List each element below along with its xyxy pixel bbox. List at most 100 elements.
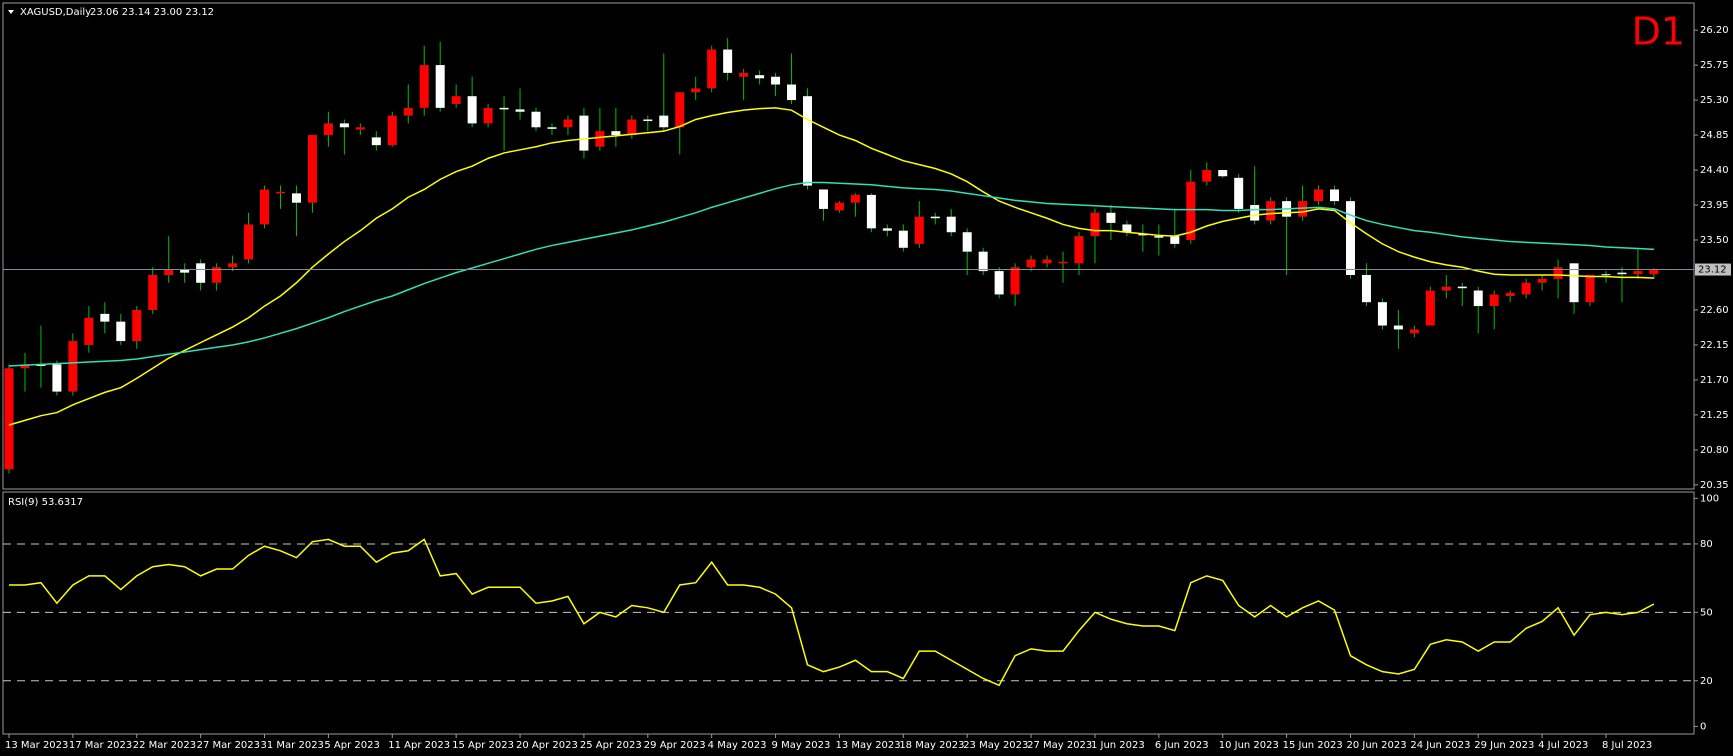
y-tick-label: 100: [1700, 493, 1719, 504]
y-tick-label: 23.50: [1700, 235, 1729, 246]
candle-body: [1585, 274, 1595, 303]
x-tick-label: 13 Mar 2023: [5, 740, 68, 751]
candle-body: [1186, 181, 1196, 241]
x-tick-label: 20 Jun 2023: [1346, 740, 1406, 751]
quote: 23.06 23.14 23.00 23.12: [90, 7, 214, 18]
x-tick-label: 29 Apr 2023: [644, 740, 706, 751]
x-tick-label: 17 Mar 2023: [69, 740, 132, 751]
candle-body: [52, 364, 62, 392]
candle-body: [1377, 302, 1387, 326]
candle-body: [387, 115, 397, 146]
y-tick-label: 23.95: [1700, 200, 1729, 211]
x-tick-label: 1 Jun 2023: [1091, 740, 1145, 751]
candle-body: [515, 109, 525, 112]
x-tick-label: 11 Apr 2023: [388, 740, 450, 751]
y-tick-label: 25.75: [1700, 60, 1729, 71]
candle-body: [1505, 292, 1515, 296]
candle-body: [68, 341, 78, 392]
candle-body: [627, 119, 637, 136]
candle-body: [1393, 325, 1403, 330]
candle-body: [212, 267, 222, 283]
candle-body: [4, 368, 14, 470]
candle-body: [419, 65, 429, 108]
candle-body: [148, 274, 158, 310]
candle-body: [1649, 269, 1659, 275]
candle-body: [1250, 205, 1260, 221]
candle-body: [260, 189, 270, 225]
candle-body: [1314, 189, 1324, 202]
x-tick-label: 6 Jun 2023: [1155, 740, 1209, 751]
candle-body: [36, 364, 46, 366]
x-tick-label: 29 Jun 2023: [1474, 740, 1534, 751]
y-tick-label: 20.80: [1700, 445, 1729, 456]
candle-body: [1489, 294, 1499, 307]
candle-body: [1457, 286, 1467, 289]
candle-body: [1058, 261, 1068, 264]
candle-body: [1473, 290, 1483, 307]
candle-body: [563, 119, 573, 128]
candle-body: [1026, 259, 1036, 268]
candle-body: [882, 228, 892, 231]
candle-body: [371, 137, 381, 146]
candle-body: [771, 76, 781, 85]
x-tick-label: 18 May 2023: [899, 740, 964, 751]
candle-body: [707, 49, 717, 89]
candle-body: [1345, 201, 1355, 275]
candle-body: [723, 49, 733, 73]
y-tick-label: 50: [1700, 607, 1713, 618]
candle-body: [1154, 236, 1164, 238]
candle-body: [1090, 212, 1100, 237]
main-pane-frame: [2, 2, 1695, 490]
x-tick-label: 15 Apr 2023: [452, 740, 514, 751]
last-price-box: [1695, 263, 1731, 276]
candle-body: [1234, 177, 1244, 209]
x-tick-label: 20 Apr 2023: [516, 740, 578, 751]
candle-body: [818, 189, 828, 209]
x-tick-label: 4 Jul 2023: [1538, 740, 1588, 751]
y-tick-label: 21.70: [1700, 375, 1729, 386]
candle-body: [435, 65, 445, 108]
moving-average: [8, 181, 1654, 367]
candle-body: [339, 123, 349, 128]
candle-body: [403, 107, 413, 116]
candle-body: [1298, 201, 1308, 217]
symbol-title: XAGUSD,Daily: [20, 7, 91, 18]
x-tick-label: 4 May 2023: [708, 740, 767, 751]
x-tick-label: 31 Mar 2023: [261, 740, 324, 751]
candle-body: [1569, 263, 1579, 303]
candle-body: [180, 269, 190, 273]
candle-body: [803, 96, 812, 186]
menu-arrow[interactable]: [8, 10, 14, 14]
x-tick-label: 27 May 2023: [1027, 740, 1092, 751]
candle-body: [1441, 286, 1451, 291]
candle-body: [866, 194, 876, 229]
candle-body: [132, 309, 142, 342]
candle-body: [850, 194, 860, 203]
candle-body: [1633, 271, 1643, 275]
x-tick-label: 23 May 2023: [963, 740, 1028, 751]
candle-body: [100, 313, 110, 322]
rsi-line: [9, 538, 1655, 687]
candle-body: [531, 111, 541, 128]
x-tick-label: 15 Jun 2023: [1283, 740, 1343, 751]
candle-body: [1266, 201, 1276, 221]
y-tick-label: 0: [1700, 721, 1706, 732]
candle-body: [898, 230, 908, 248]
candle-body: [691, 88, 701, 93]
candle-body: [946, 216, 956, 233]
candle-body: [787, 84, 797, 101]
candle-body: [1553, 267, 1563, 279]
y-tick-label: 20.35: [1700, 480, 1729, 491]
y-tick-label: 20: [1700, 676, 1713, 687]
rsi-pane-frame: [2, 491, 1695, 735]
candle-body: [275, 191, 285, 194]
candle-body: [1218, 170, 1228, 177]
candle-body: [116, 321, 126, 342]
candle-body: [451, 96, 461, 104]
candle-body: [1330, 189, 1340, 202]
candle-body: [611, 131, 621, 136]
candle-body: [643, 119, 653, 122]
candle-body: [291, 193, 301, 203]
y-tick-label: 25.30: [1700, 95, 1729, 106]
